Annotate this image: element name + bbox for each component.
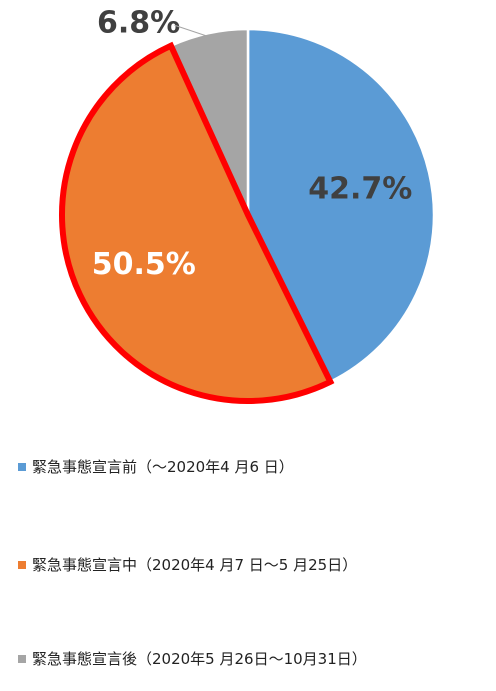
legend-swatch-during [18,560,26,569]
legend-item-during: 緊急事態宣言中（2020年4 月7 日～5 月25日） [18,554,357,575]
data-label-before: 42.7% [308,171,412,206]
pie-slice-before [246,27,436,384]
highlight-outline-during [59,41,335,404]
data-label-during: 50.5% [92,247,196,282]
legend-item-before: 緊急事態宣言前（～2020年4 月6 日） [18,456,294,477]
data-label-after: 6.8% [97,6,180,41]
legend-swatch-before [18,462,26,471]
legend-label-before: 緊急事態宣言前（～2020年4 月6 日） [32,458,294,476]
pie-chart: 42.7% 50.5% 6.8% [59,6,436,404]
pie-data-labels: 42.7% 50.5% 6.8% [92,6,413,282]
legend-item-after: 緊急事態宣言後（2020年5 月26日～10月31日） [18,648,367,669]
legend-label-during: 緊急事態宣言中（2020年4 月7 日～5 月25日） [32,556,358,574]
leader-line-after [174,24,210,38]
legend-label-after: 緊急事態宣言後（2020年5 月26日～10月31日） [32,650,367,668]
legend-swatch-after [18,654,26,663]
pie-slices [59,27,436,404]
